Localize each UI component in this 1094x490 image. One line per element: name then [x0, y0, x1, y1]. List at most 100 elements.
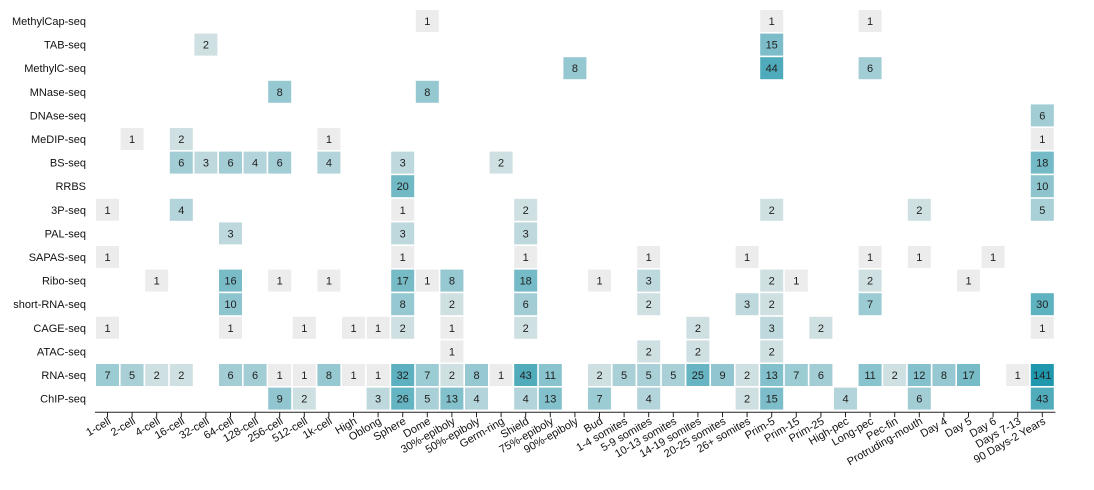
heatmap-cell: 15	[760, 387, 784, 410]
cell-rect	[169, 198, 193, 221]
heatmap-cell: 8	[268, 80, 292, 103]
cell-value: 2	[646, 299, 652, 311]
cell-rect	[465, 387, 488, 410]
cell-rect	[735, 387, 759, 410]
heatmap-cell: 6	[268, 151, 292, 174]
cell-rect	[317, 269, 341, 292]
heatmap-cell: 4	[465, 387, 488, 410]
cell-value: 1	[744, 252, 750, 264]
cell-value: 1	[104, 205, 110, 217]
cell-value: 12	[913, 370, 925, 382]
cell-rect	[760, 316, 784, 339]
cell-rect	[415, 10, 439, 32]
cell-value: 32	[397, 370, 409, 382]
cell-rect	[391, 222, 415, 245]
heatmap-cell: 1	[588, 269, 611, 292]
cell-value: 9	[277, 394, 283, 406]
heatmap-cell: 25	[686, 364, 710, 386]
heatmap-cell: 13	[538, 387, 562, 410]
cell-value: 6	[178, 158, 184, 170]
heatmap-cell: 6	[907, 387, 931, 410]
heatmap-cell: 17	[957, 364, 980, 386]
cell-rect	[907, 364, 931, 386]
cell-rect	[514, 316, 538, 339]
cell-value: 10	[224, 299, 236, 311]
heatmap-cell: 43	[514, 364, 538, 386]
row-label-pal-seq: PAL-seq	[45, 228, 86, 240]
heatmap-cell: 8	[391, 293, 415, 316]
heatmap-cell: 8	[317, 364, 341, 386]
heatmap-cell: 10	[1030, 175, 1054, 198]
cell-value: 1	[990, 252, 996, 264]
heatmap-cell: 1	[96, 246, 119, 268]
cell-rect	[169, 128, 193, 150]
cell-value: 17	[962, 370, 974, 382]
cell-rect	[219, 269, 242, 292]
cell-value: 8	[277, 87, 283, 99]
cell-value: 8	[473, 370, 479, 382]
cell-rect	[96, 364, 119, 386]
heatmap-cell: 1	[96, 198, 119, 221]
cell-value: 1	[375, 323, 381, 335]
cell-rect	[1030, 128, 1054, 150]
cell-rect	[514, 198, 538, 221]
cell-value: 1	[596, 276, 602, 288]
cell-value: 2	[154, 370, 160, 382]
cell-rect	[366, 364, 390, 386]
cell-value: 2	[498, 158, 504, 170]
cell-rect	[243, 151, 267, 174]
heatmap-cell: 2	[760, 198, 784, 221]
cell-rect	[120, 128, 144, 150]
cell-value: 4	[178, 205, 184, 217]
heatmap-cell: 3	[637, 269, 661, 292]
cell-rect	[588, 387, 611, 410]
cell-rect	[1030, 104, 1054, 127]
row-label-tab-seq: TAB-seq	[44, 40, 86, 52]
heatmap-cell: 5	[415, 387, 439, 410]
heatmap-cell: 1	[366, 364, 390, 386]
heatmap-cell: 2	[514, 198, 538, 221]
cell-rect	[883, 364, 907, 386]
cell-value: 1	[1039, 134, 1045, 146]
cell-rect	[440, 293, 464, 316]
cell-value: 6	[818, 370, 824, 382]
cell-value: 4	[252, 158, 258, 170]
cell-rect	[563, 57, 587, 80]
cell-value: 3	[227, 228, 233, 240]
cell-value: 4	[473, 394, 479, 406]
cell-rect	[440, 364, 464, 386]
row-label-rrbs: RRBS	[55, 181, 86, 193]
cell-value: 18	[1036, 158, 1048, 170]
cell-value: 2	[892, 370, 898, 382]
cell-rect	[219, 151, 242, 174]
cell-value: 3	[400, 228, 406, 240]
heatmap-cell: 8	[415, 80, 439, 103]
cell-value: 6	[227, 158, 233, 170]
heatmap-cell: 32	[391, 364, 415, 386]
cell-value: 5	[129, 370, 135, 382]
cell-value: 13	[446, 394, 458, 406]
cell-rect	[292, 387, 316, 410]
cell-value: 1	[867, 16, 873, 28]
cell-rect	[391, 269, 415, 292]
row-label-sapas-seq: SAPAS-seq	[29, 252, 86, 264]
cell-rect	[538, 387, 562, 410]
cell-rect	[391, 246, 415, 268]
cell-rect	[317, 364, 341, 386]
heatmap-cell: 1	[957, 269, 980, 292]
cell-value: 7	[793, 370, 799, 382]
heatmap-cell: 26	[391, 387, 415, 410]
cell-value: 141	[1033, 370, 1051, 382]
row-label-cage-seq: CAGE-seq	[33, 323, 86, 335]
cell-value: 1	[769, 16, 775, 28]
heatmap-cell: 2	[194, 33, 218, 56]
cell-rect	[686, 340, 710, 363]
heatmap-cell: 1	[514, 246, 538, 268]
cell-value: 1	[523, 252, 529, 264]
cell-rect	[440, 316, 464, 339]
heatmap-cell: 13	[440, 387, 464, 410]
heatmap-cell: 1	[858, 10, 882, 32]
cell-rect	[760, 10, 784, 32]
cell-value: 7	[104, 370, 110, 382]
